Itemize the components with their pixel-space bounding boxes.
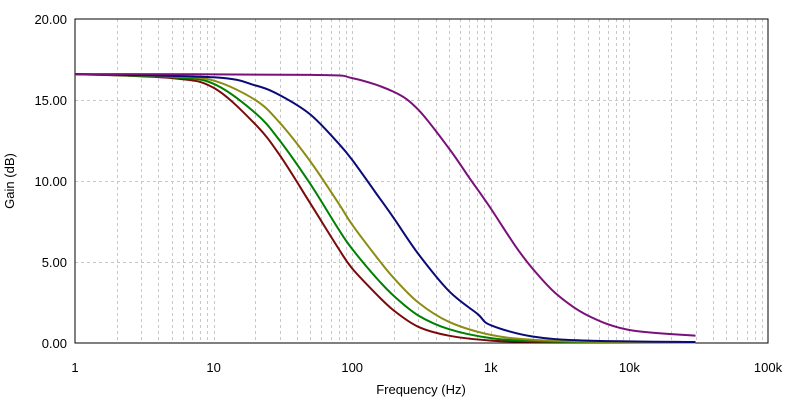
y-tick-label: 15.00 bbox=[34, 93, 67, 108]
y-tick-labels: 0.00 5.00 10.00 15.00 20.00 bbox=[34, 12, 67, 351]
series-line bbox=[74, 73, 696, 337]
grid-lines bbox=[75, 19, 768, 343]
x-tick-label: 1k bbox=[484, 360, 498, 375]
x-axis-title: Frequency (Hz) bbox=[376, 382, 466, 397]
x-tick-label: 100k bbox=[754, 360, 783, 375]
series-line bbox=[74, 73, 696, 343]
plot-frame bbox=[74, 18, 769, 344]
series-group bbox=[74, 73, 696, 344]
x-tick-labels: 1 10 100 1k 10k 100k bbox=[71, 360, 782, 375]
y-tick-label: 10.00 bbox=[34, 174, 67, 189]
y-tick-label: 5.00 bbox=[42, 255, 67, 270]
x-tick-label: 10k bbox=[619, 360, 640, 375]
x-tick-label: 100 bbox=[341, 360, 363, 375]
series-line bbox=[74, 73, 696, 344]
x-tick-label: 1 bbox=[71, 360, 78, 375]
y-tick-label: 20.00 bbox=[34, 12, 67, 27]
series-line bbox=[74, 73, 696, 344]
series-line bbox=[74, 73, 696, 344]
y-axis-title: Gain (dB) bbox=[2, 153, 17, 209]
y-tick-label: 0.00 bbox=[42, 336, 67, 351]
x-tick-label: 10 bbox=[206, 360, 220, 375]
